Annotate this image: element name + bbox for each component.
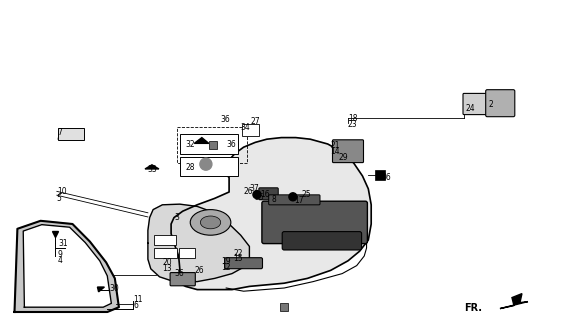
Text: 16: 16 xyxy=(260,190,270,199)
FancyBboxPatch shape xyxy=(485,90,515,117)
Text: 2: 2 xyxy=(488,100,493,109)
Bar xyxy=(58,128,84,140)
Text: 8: 8 xyxy=(271,196,276,204)
Bar xyxy=(180,157,238,176)
Text: 11: 11 xyxy=(133,295,143,304)
FancyBboxPatch shape xyxy=(224,258,263,269)
Text: 25: 25 xyxy=(302,190,311,199)
Text: 36: 36 xyxy=(226,140,236,149)
Text: 19: 19 xyxy=(222,257,231,266)
Text: 32: 32 xyxy=(186,140,195,149)
Text: 12: 12 xyxy=(222,263,231,272)
Polygon shape xyxy=(171,138,371,290)
Text: 26: 26 xyxy=(194,266,204,275)
Text: 4: 4 xyxy=(58,256,63,265)
Bar xyxy=(177,127,246,163)
Bar xyxy=(154,235,176,245)
FancyBboxPatch shape xyxy=(463,93,487,115)
Text: 37: 37 xyxy=(249,184,259,193)
Text: 35: 35 xyxy=(254,193,264,202)
Bar xyxy=(209,141,218,148)
Text: 36: 36 xyxy=(382,173,392,182)
Bar xyxy=(179,248,195,258)
Ellipse shape xyxy=(201,216,220,229)
Bar xyxy=(280,303,288,311)
Text: 14: 14 xyxy=(331,147,340,156)
Bar xyxy=(180,134,238,154)
Ellipse shape xyxy=(190,210,231,235)
Bar xyxy=(242,124,259,136)
Text: 34: 34 xyxy=(241,124,251,132)
Text: 23: 23 xyxy=(348,120,358,129)
Bar xyxy=(154,248,177,258)
Text: 15: 15 xyxy=(233,254,243,263)
Text: 6: 6 xyxy=(133,301,138,310)
Text: 31: 31 xyxy=(58,239,68,248)
Polygon shape xyxy=(97,287,104,292)
Polygon shape xyxy=(14,221,119,312)
Text: 30: 30 xyxy=(109,284,119,293)
Text: FR.: FR. xyxy=(464,303,482,313)
Text: 3: 3 xyxy=(174,213,179,222)
FancyBboxPatch shape xyxy=(259,188,278,200)
FancyBboxPatch shape xyxy=(332,140,364,163)
Bar xyxy=(375,170,385,180)
Polygon shape xyxy=(23,225,111,307)
Text: 26: 26 xyxy=(244,188,253,196)
Polygon shape xyxy=(148,204,249,282)
FancyBboxPatch shape xyxy=(269,195,320,205)
Circle shape xyxy=(289,193,297,201)
Text: 22: 22 xyxy=(233,249,242,258)
Text: 28: 28 xyxy=(186,163,195,172)
Polygon shape xyxy=(145,165,159,169)
Text: 9: 9 xyxy=(58,250,63,259)
Text: 18: 18 xyxy=(348,114,357,123)
FancyBboxPatch shape xyxy=(170,273,195,286)
Text: 27: 27 xyxy=(251,117,260,126)
Text: 33: 33 xyxy=(148,165,158,174)
Text: 20: 20 xyxy=(162,258,172,267)
Polygon shape xyxy=(194,138,209,143)
FancyBboxPatch shape xyxy=(262,201,367,244)
Polygon shape xyxy=(500,293,528,308)
Text: 36: 36 xyxy=(174,269,184,278)
Text: 29: 29 xyxy=(338,153,348,162)
Text: 5: 5 xyxy=(57,194,61,203)
Text: 24: 24 xyxy=(465,104,475,113)
Text: 17: 17 xyxy=(295,196,304,205)
Text: 7: 7 xyxy=(57,128,61,137)
FancyBboxPatch shape xyxy=(282,232,361,250)
Circle shape xyxy=(200,158,212,170)
Text: 10: 10 xyxy=(57,188,67,196)
Text: 36: 36 xyxy=(220,115,230,124)
Text: 21: 21 xyxy=(331,141,340,150)
Text: 13: 13 xyxy=(162,264,172,273)
Circle shape xyxy=(253,190,261,198)
